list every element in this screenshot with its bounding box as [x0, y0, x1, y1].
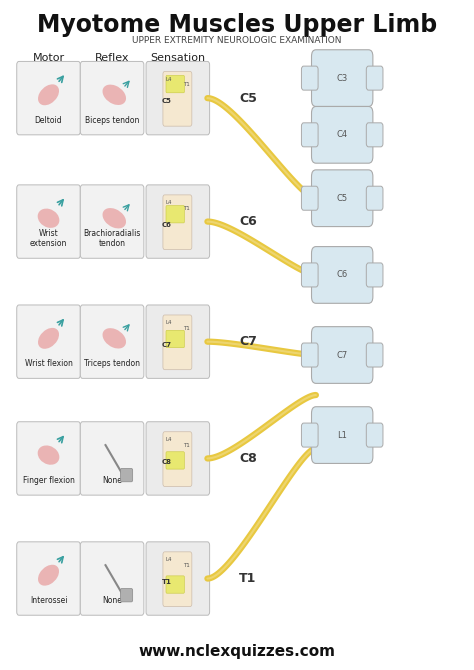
Text: Reflex: Reflex	[95, 53, 129, 63]
FancyBboxPatch shape	[301, 343, 318, 367]
FancyBboxPatch shape	[166, 330, 184, 348]
FancyBboxPatch shape	[301, 186, 318, 210]
FancyBboxPatch shape	[366, 123, 383, 147]
Ellipse shape	[38, 328, 59, 349]
FancyBboxPatch shape	[120, 588, 133, 602]
FancyBboxPatch shape	[311, 327, 373, 383]
FancyBboxPatch shape	[80, 421, 144, 495]
FancyBboxPatch shape	[301, 66, 318, 90]
FancyBboxPatch shape	[17, 421, 80, 495]
Text: Triceps tendon: Triceps tendon	[84, 359, 140, 368]
FancyBboxPatch shape	[163, 195, 192, 250]
FancyBboxPatch shape	[163, 315, 192, 370]
Text: None: None	[102, 476, 122, 485]
FancyBboxPatch shape	[311, 50, 373, 107]
Text: Brachioradialis
tendon: Brachioradialis tendon	[83, 229, 141, 249]
Text: L4: L4	[166, 77, 173, 82]
Text: Wrist
extension: Wrist extension	[30, 229, 67, 249]
Text: T1: T1	[183, 82, 190, 87]
Text: Motor: Motor	[32, 53, 64, 63]
Text: Biceps tendon: Biceps tendon	[85, 116, 139, 125]
Text: www.nclexquizzes.com: www.nclexquizzes.com	[138, 645, 336, 659]
Text: T1: T1	[162, 579, 172, 585]
FancyBboxPatch shape	[366, 66, 383, 90]
Text: L1: L1	[337, 431, 347, 440]
Text: C7: C7	[239, 335, 257, 348]
Text: C6: C6	[239, 215, 257, 228]
FancyBboxPatch shape	[146, 62, 210, 135]
Text: C7: C7	[162, 342, 172, 348]
Text: Deltoid: Deltoid	[35, 116, 63, 125]
Text: C5: C5	[239, 92, 257, 105]
FancyBboxPatch shape	[166, 206, 184, 223]
Text: T1: T1	[183, 326, 190, 331]
FancyBboxPatch shape	[301, 423, 318, 447]
FancyBboxPatch shape	[146, 185, 210, 258]
Text: UPPER EXTREMITY NEUROLOGIC EXAMINATION: UPPER EXTREMITY NEUROLOGIC EXAMINATION	[132, 36, 342, 45]
FancyBboxPatch shape	[80, 185, 144, 258]
FancyBboxPatch shape	[311, 407, 373, 464]
FancyBboxPatch shape	[146, 305, 210, 379]
Text: T1: T1	[239, 572, 256, 585]
FancyBboxPatch shape	[80, 305, 144, 379]
FancyBboxPatch shape	[163, 72, 192, 126]
Text: None: None	[102, 596, 122, 605]
FancyBboxPatch shape	[17, 542, 80, 615]
Text: L4: L4	[166, 557, 173, 562]
FancyBboxPatch shape	[17, 305, 80, 379]
Text: Sensation: Sensation	[150, 53, 205, 63]
FancyBboxPatch shape	[166, 576, 184, 593]
FancyBboxPatch shape	[366, 186, 383, 210]
FancyBboxPatch shape	[301, 123, 318, 147]
FancyBboxPatch shape	[80, 542, 144, 615]
Text: C6: C6	[337, 271, 348, 279]
FancyBboxPatch shape	[311, 107, 373, 163]
Text: C8: C8	[162, 459, 172, 465]
Text: C8: C8	[239, 452, 257, 465]
Text: L4: L4	[166, 320, 173, 326]
Ellipse shape	[38, 565, 59, 586]
Text: Interossei: Interossei	[30, 596, 67, 605]
Text: Finger flexion: Finger flexion	[23, 476, 74, 485]
FancyBboxPatch shape	[366, 343, 383, 367]
Ellipse shape	[37, 208, 59, 228]
FancyBboxPatch shape	[146, 421, 210, 495]
Text: T1: T1	[183, 563, 190, 567]
FancyBboxPatch shape	[17, 185, 80, 258]
Text: C4: C4	[337, 131, 348, 139]
FancyBboxPatch shape	[146, 542, 210, 615]
FancyBboxPatch shape	[366, 263, 383, 287]
Ellipse shape	[37, 446, 59, 465]
Ellipse shape	[102, 208, 126, 228]
Text: C5: C5	[162, 98, 172, 105]
Text: C6: C6	[162, 222, 172, 228]
FancyBboxPatch shape	[166, 452, 184, 469]
Text: C3: C3	[337, 74, 348, 82]
Text: T1: T1	[183, 443, 190, 448]
FancyBboxPatch shape	[166, 76, 184, 93]
FancyBboxPatch shape	[80, 62, 144, 135]
FancyBboxPatch shape	[163, 431, 192, 486]
FancyBboxPatch shape	[17, 62, 80, 135]
Ellipse shape	[102, 328, 126, 348]
Text: L4: L4	[166, 438, 173, 442]
Ellipse shape	[102, 84, 126, 105]
Text: C7: C7	[337, 350, 348, 360]
FancyBboxPatch shape	[311, 170, 373, 226]
FancyBboxPatch shape	[120, 468, 133, 482]
FancyBboxPatch shape	[301, 263, 318, 287]
Text: Myotome Muscles Upper Limb: Myotome Muscles Upper Limb	[37, 13, 437, 37]
FancyBboxPatch shape	[311, 247, 373, 304]
FancyBboxPatch shape	[163, 552, 192, 606]
Ellipse shape	[38, 84, 59, 105]
Text: L4: L4	[166, 200, 173, 206]
Text: Wrist flexion: Wrist flexion	[25, 359, 73, 368]
Text: T1: T1	[183, 206, 190, 211]
Text: C5: C5	[337, 194, 348, 203]
FancyBboxPatch shape	[366, 423, 383, 447]
